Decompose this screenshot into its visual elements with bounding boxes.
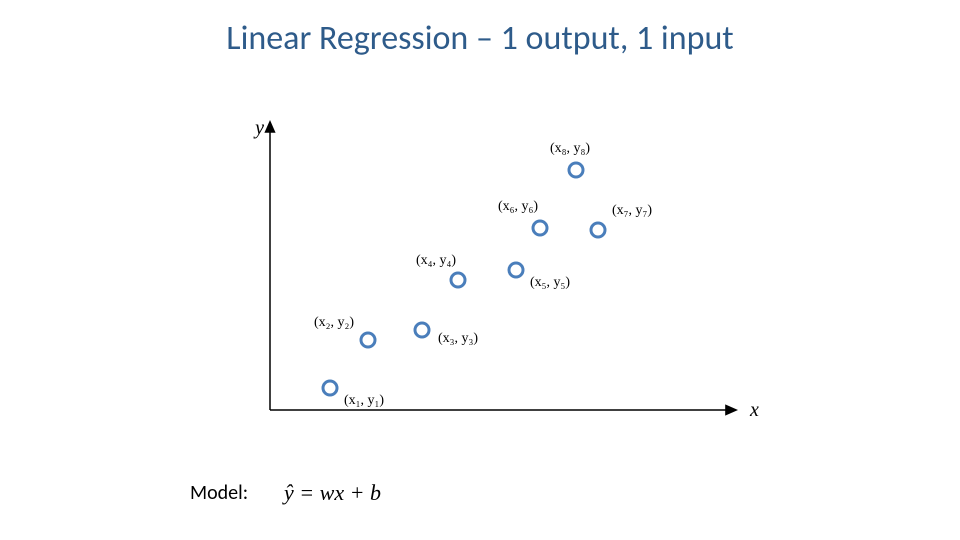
data-point xyxy=(591,223,605,237)
data-point xyxy=(361,333,375,347)
model-row: Model: ŷ = wx + b xyxy=(190,480,381,506)
data-point-label: (x₈, y₈) xyxy=(550,141,590,156)
page-title: Linear Regression – 1 output, 1 input xyxy=(0,18,960,59)
scatter-svg: y x (x₁, y₁) (x₂, y₂) (x₃, y₃) (x₄, y₄) (x₅, y… xyxy=(210,110,770,450)
data-point-label: (x₃, y₃) xyxy=(438,331,478,346)
data-point xyxy=(533,221,547,235)
data-point xyxy=(415,323,429,337)
data-point-label: (x₄, y₄) xyxy=(416,253,456,268)
data-point-label: (x₁, y₁) xyxy=(344,393,384,408)
data-point xyxy=(451,273,465,287)
model-equation: ŷ = wx + b xyxy=(284,480,381,506)
y-axis-arrow xyxy=(264,120,275,133)
data-point xyxy=(569,163,583,177)
data-point-label: (x₇, y₇) xyxy=(612,203,652,218)
model-label: Model: xyxy=(190,481,248,505)
data-point xyxy=(323,381,337,395)
x-axis-arrow xyxy=(725,404,738,415)
x-axis-label: x xyxy=(749,399,759,421)
data-point-label: (x₂, y₂) xyxy=(314,315,354,330)
y-axis-label: y xyxy=(253,117,264,139)
scatter-chart: y x (x₁, y₁) (x₂, y₂) (x₃, y₃) (x₄, y₄) (x₅, y… xyxy=(210,110,770,450)
data-point-label: (x₅, y₅) xyxy=(530,275,570,290)
data-point-label: (x₆, y₆) xyxy=(498,199,538,214)
data-point xyxy=(509,263,523,277)
